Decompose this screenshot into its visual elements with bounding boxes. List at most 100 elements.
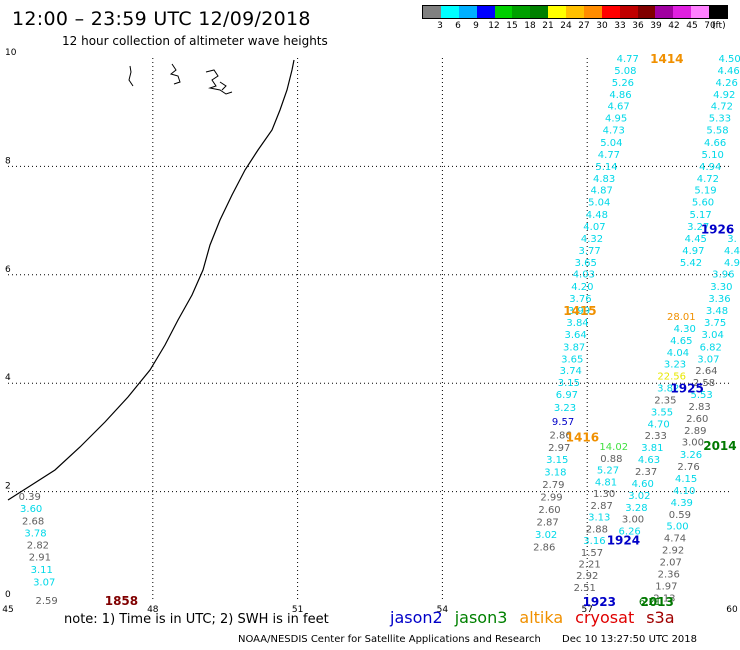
wave-height-value: 4.10 [673,486,695,497]
wave-height-value: 4.73 [603,126,625,137]
legend-tick: 3 [437,21,443,31]
y-tick-label: 6 [5,265,11,275]
satellite-legend: jason2 jason3 altika cryosat s3a [390,608,687,627]
wave-height-value: 3.13 [588,513,610,524]
wave-height-value: 3.11 [31,565,53,576]
pass-time-label: 1415 [563,304,596,318]
wave-height-labels: 0.393.602.683.78 2.822.913.11 3.07 2.59 4.77… [19,52,740,609]
wave-height-value: 4.48 [586,210,608,221]
wave-height-value: 3.82 [657,384,679,395]
x-tick-label: 48 [147,605,159,615]
legend-tick: 27 [578,21,590,31]
wave-height-value: 2.83 [689,402,711,413]
wave-height-value: 2.92 [662,546,684,557]
wave-height-value: 3.65 [561,354,583,365]
wave-height-value: 4.94 [699,162,721,173]
legend-tick: 21 [542,21,554,31]
legend-tick-labels: 3 6 9 12 15 18 21 24 27 30 33 36 39 42 45 70 (ft) [422,19,728,33]
wave-height-value: 4.70 [648,419,670,430]
wave-height-value: 3.02 [535,530,557,541]
legend-swatch [601,6,620,18]
wave-height-value: 2.13 [653,593,675,604]
satellite-name: jason2 [390,608,443,627]
satellite-name: s3a [646,608,675,627]
wave-height-value: 4.32 [581,234,603,245]
wave-height-value: 3.30 [710,282,732,293]
wave-height-value: 2.86 [533,542,555,553]
wave-height-value: 2.36 [658,569,680,580]
wave-height-value: 0.88 [600,454,622,465]
wave-height-value: 4.9 [724,258,740,269]
wave-height-value: 3.87 [563,342,585,353]
wave-height-value: 4.30 [674,324,696,335]
x-tick-label: 45 [2,605,13,615]
legend-tick: 70 [704,21,716,31]
wave-height-value: 6.21 [639,597,661,608]
legend-swatch [548,6,566,18]
pass-time-label: 1858 [105,594,138,608]
wave-height-value: 2.51 [574,583,596,594]
wave-height-value: 5.17 [689,210,711,221]
y-tick-label: 10 [5,48,17,58]
legend-swatch [440,6,459,18]
legend-tick: 15 [506,21,518,31]
satellite-name: cryosat [575,608,635,627]
y-tick-label: 2 [5,482,11,492]
wave-height-value: 3.00 [682,438,704,449]
legend-swatches [422,5,728,19]
wave-height-value: 2.21 [578,560,600,571]
wave-height-value: 4.77 [617,54,639,65]
pass-time-label: 1924 [607,533,640,547]
legend-swatch [566,6,584,18]
wave-height-value: 3. [727,234,737,245]
legend-tick: 42 [668,21,680,31]
legend-swatch [655,6,674,18]
legend-swatch [458,6,477,18]
wave-height-value: 4.67 [607,102,629,113]
wave-height-value: 3.16 [583,536,605,547]
wave-height-value: 5.04 [600,138,622,149]
wave-height-value: 5.27 [597,465,619,476]
x-tick-label: 51 [292,605,303,615]
legend-tick: 39 [650,21,662,31]
wave-height-value: 2.89 [684,426,706,437]
wave-height-value: 6.97 [556,390,578,401]
wave-height-value: 3.74 [560,366,582,377]
wave-height-value: 9.57 [552,417,574,428]
wave-height-value: 4.72 [697,174,719,185]
wave-height-value: 3.28 [625,503,647,514]
legend-swatch [619,6,638,18]
wave-height-value: 4.4 [724,246,740,257]
wave-height-value: 22.56 [657,372,686,383]
satellite-name: altika [519,608,564,627]
legend-tick: 30 [596,21,608,31]
credit-center: NOAA/NESDIS Center for Satellite Applica… [238,634,541,645]
wave-height-value: 6.82 [700,342,722,353]
wave-height-value: 2.37 [635,467,657,478]
wave-height-value: 3.64 [564,330,586,341]
wave-height-value: 4.87 [591,186,613,197]
wave-height-value: 2.99 [540,492,562,503]
wave-height-value: 2.87 [591,501,613,512]
legend-tick: 24 [560,21,572,31]
wave-height-value: 3.77 [578,246,600,257]
wave-height-value: 3.18 [544,468,566,479]
wave-height-value: 2.59 [35,596,57,607]
legend-tick: 33 [614,21,626,31]
wave-height-value: 3.23 [664,360,686,371]
legend-unit: (ft) [712,21,726,31]
wave-height-value: 3.23 [554,403,576,414]
axis-tick-labels: 45 48 51 54 57 60 0 2 4 6 8 10 [2,48,738,615]
wave-height-value: 5.10 [702,150,724,161]
wave-height-value: 4.15 [675,474,697,485]
wave-height-value: 2.60 [686,414,708,425]
wave-height-value: 5.33 [709,114,731,125]
wave-height-value: 2.97 [548,443,570,454]
wave-height-value: 4.83 [593,174,615,185]
wave-height-value: 3.78 [24,528,46,539]
wave-height-value: 1.30 [593,489,615,500]
wave-height-value: 3.15 [558,378,580,389]
legend-swatch [691,6,709,18]
pass-time-label: 1925 [670,382,703,396]
pass-time-label: 1416 [566,430,599,444]
